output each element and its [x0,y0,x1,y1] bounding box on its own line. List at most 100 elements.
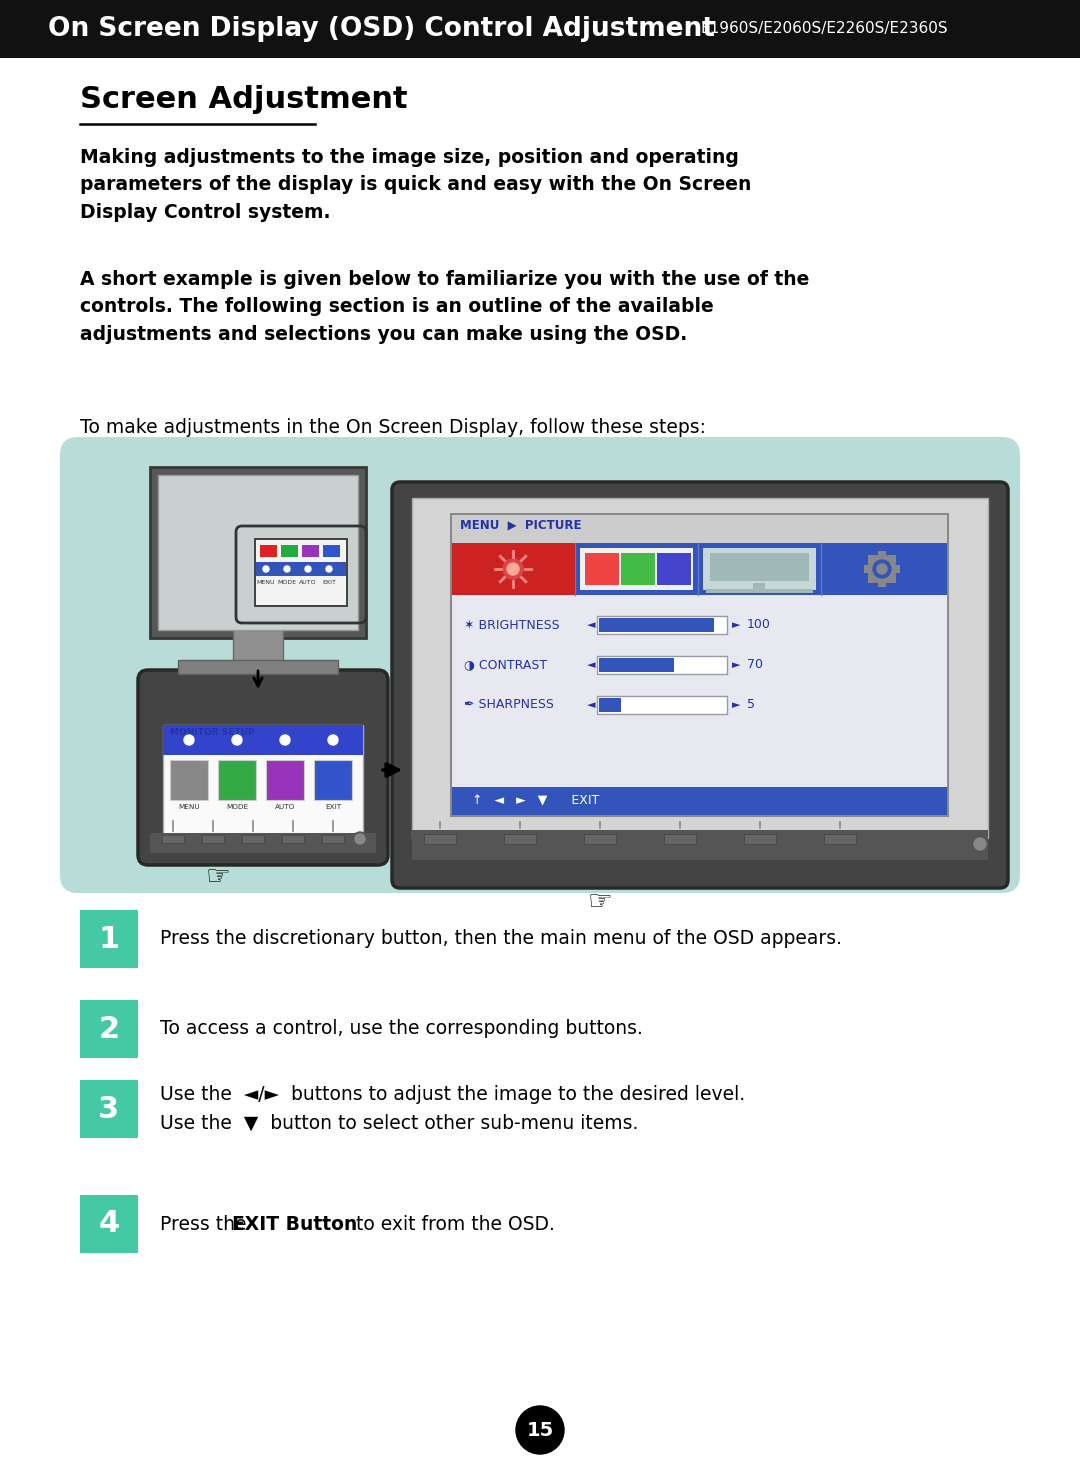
Text: To make adjustments in the On Screen Display, follow these steps:: To make adjustments in the On Screen Dis… [80,418,706,437]
Text: AUTO: AUTO [275,803,295,809]
Bar [453,544,575,595]
Text: E1960S/E2060S/E2260S/E2360S: E1960S/E2060S/E2260S/E2360S [700,22,947,37]
Text: A short example is given below to familiarize you with the use of the
controls. : A short example is given below to famili… [80,270,809,344]
FancyBboxPatch shape [314,761,352,801]
Bar [80,910,138,967]
Bar [657,552,691,585]
Text: ☞: ☞ [205,863,230,891]
Circle shape [184,736,194,744]
Text: ☞: ☞ [588,888,612,916]
Bar [162,835,184,843]
Bar [256,563,346,576]
Bar [584,835,616,843]
Bar [888,555,896,563]
Text: ◄: ◄ [586,660,595,671]
Text: EXIT Button: EXIT Button [232,1214,357,1233]
Text: MENU: MENU [257,580,275,585]
Circle shape [232,736,242,744]
Text: ►: ► [732,620,741,631]
Bar [256,541,346,606]
Bar [504,835,536,843]
Text: ◄: ◄ [586,620,595,631]
Circle shape [280,736,291,744]
Bar [597,656,727,674]
Circle shape [328,736,338,744]
Text: MENU  ▶  PICTURE: MENU ▶ PICTURE [460,518,581,532]
Bar [597,696,727,713]
Bar [150,467,366,638]
Text: ►: ► [732,700,741,710]
Circle shape [873,560,891,578]
Text: 1: 1 [98,925,120,954]
Text: ◑ CONTRAST: ◑ CONTRAST [464,659,548,672]
Text: MENU: MENU [178,803,200,809]
FancyBboxPatch shape [218,761,256,801]
Bar [0,0,1080,58]
Text: EXIT: EXIT [322,580,336,585]
Bar [453,544,947,595]
Circle shape [326,566,332,572]
Bar [411,830,988,860]
Bar [322,835,345,843]
Circle shape [507,563,519,575]
Bar [599,657,674,672]
Circle shape [284,566,291,572]
Bar [599,617,714,632]
FancyBboxPatch shape [138,671,388,866]
Text: 3: 3 [98,1094,120,1124]
Bar [242,835,264,843]
Text: To access a control, use the corresponding buttons.: To access a control, use the correspondi… [160,1019,643,1038]
Text: ↑   ◄   ►   ▼      EXIT: ↑ ◄ ► ▼ EXIT [472,795,599,808]
Text: MODE: MODE [226,803,248,809]
Text: to exit from the OSD.: to exit from the OSD. [350,1214,555,1233]
Text: Screen Adjustment: Screen Adjustment [80,86,407,114]
Circle shape [305,566,311,572]
Text: ◄: ◄ [586,700,595,710]
Bar [453,515,947,544]
Text: ✶ BRIGHTNESS: ✶ BRIGHTNESS [464,619,559,632]
Bar [178,660,338,674]
Bar [585,552,619,585]
Bar [323,545,340,557]
Bar [868,555,876,563]
Bar [424,835,456,843]
Circle shape [503,558,523,579]
Bar [302,545,319,557]
Bar [260,545,276,557]
Text: MONITOR SETUP: MONITOR SETUP [170,728,255,737]
Bar [892,566,900,573]
Bar [580,548,693,589]
Text: 4: 4 [98,1210,120,1239]
Bar [597,616,727,634]
Text: 15: 15 [526,1421,554,1440]
Text: Making adjustments to the image size, position and operating
parameters of the d: Making adjustments to the image size, po… [80,148,752,222]
Circle shape [355,835,365,843]
Circle shape [868,555,896,583]
Bar [753,583,765,591]
Bar [163,725,363,835]
Text: Press the: Press the [160,1214,253,1233]
Bar [150,833,376,854]
Bar [202,835,224,843]
Text: AUTO: AUTO [299,580,316,585]
Text: 100: 100 [747,619,771,632]
Bar [706,589,813,592]
Bar [254,538,348,607]
Circle shape [972,836,988,852]
Bar [664,835,696,843]
Bar [710,552,809,580]
FancyBboxPatch shape [170,761,208,801]
Bar [80,1080,138,1137]
Text: ✒ SHARPNESS: ✒ SHARPNESS [464,699,554,712]
Text: ►: ► [732,660,741,671]
Text: 70: 70 [747,659,762,672]
Bar [888,575,896,583]
Circle shape [264,566,269,572]
Bar [453,787,947,815]
Bar [824,835,856,843]
Bar [864,566,872,573]
Circle shape [353,832,367,846]
Text: 5: 5 [747,699,755,712]
Bar [599,699,621,712]
Bar [703,548,816,589]
